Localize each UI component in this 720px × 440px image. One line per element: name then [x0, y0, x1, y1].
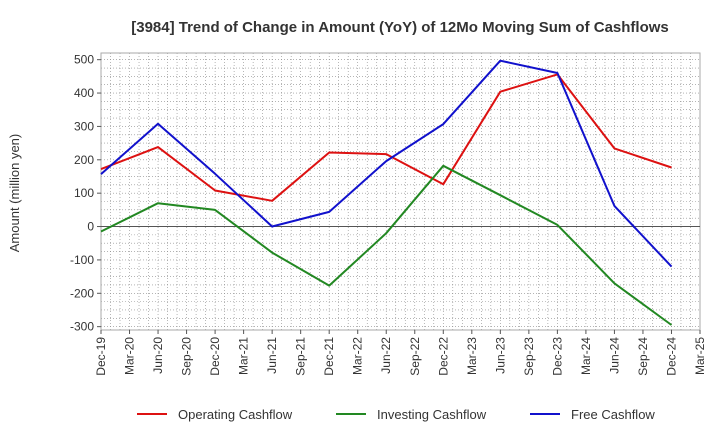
- x-tick-label: Dec-20: [208, 337, 222, 376]
- x-tick-label: Mar-24: [579, 337, 593, 375]
- x-tick-label: Dec-19: [94, 337, 108, 376]
- y-tick-label: 0: [87, 220, 94, 234]
- y-tick-label: 300: [74, 119, 94, 133]
- series-line-investing-cashflow: [100, 164, 673, 326]
- legend: Operating Cashflow Investing Cashflow Free…: [137, 407, 655, 422]
- x-tick-label: Mar-22: [351, 337, 365, 375]
- x-tick-label: Jun-23: [493, 337, 507, 374]
- y-tick-label: 100: [74, 186, 94, 200]
- x-tick-label: Sep-21: [294, 337, 308, 376]
- x-tick-label: Mar-21: [237, 337, 251, 375]
- x-tick-label: Sep-22: [408, 337, 422, 376]
- x-tick-label: Dec-24: [664, 337, 678, 376]
- legend-label-investing-cashflow: Investing Cashflow: [377, 407, 487, 422]
- x-tick-label: Sep-20: [180, 337, 194, 376]
- x-tick-label: Mar-25: [693, 337, 707, 375]
- legend-label-operating-cashflow: Operating Cashflow: [178, 407, 293, 422]
- x-tick-label: Jun-20: [151, 337, 165, 374]
- y-tick-label: 200: [74, 153, 94, 167]
- series-lines: [100, 59, 673, 326]
- gridlines: [101, 53, 700, 330]
- y-tick-label: 500: [74, 53, 94, 67]
- series-line-free-cashflow: [100, 59, 673, 268]
- plot-frame: [100, 52, 701, 331]
- x-tick-label: Sep-24: [636, 337, 650, 376]
- x-tick-label: Jun-22: [379, 337, 393, 374]
- x-tick-label: Jun-24: [607, 337, 621, 374]
- y-tick-label: -200: [70, 286, 94, 300]
- y-axis-label: Amount (million yen): [7, 134, 22, 253]
- chart-title: [3984] Trend of Change in Amount (YoY) o…: [131, 19, 669, 36]
- y-tick-label: 400: [74, 86, 94, 100]
- x-tick-label: Dec-23: [550, 337, 564, 376]
- y-tick-label: -100: [70, 253, 94, 267]
- x-tick-label: Mar-23: [465, 337, 479, 375]
- x-tick-label: Dec-21: [322, 337, 336, 376]
- series-line-operating-cashflow: [100, 73, 672, 202]
- x-tick-label: Mar-20: [123, 337, 137, 375]
- x-tick-label: Sep-23: [522, 337, 536, 376]
- y-tick-label: -300: [70, 320, 94, 334]
- x-tick-label: Dec-22: [436, 337, 450, 376]
- legend-label-free-cashflow: Free Cashflow: [571, 407, 655, 422]
- x-tick-label: Jun-21: [265, 337, 279, 374]
